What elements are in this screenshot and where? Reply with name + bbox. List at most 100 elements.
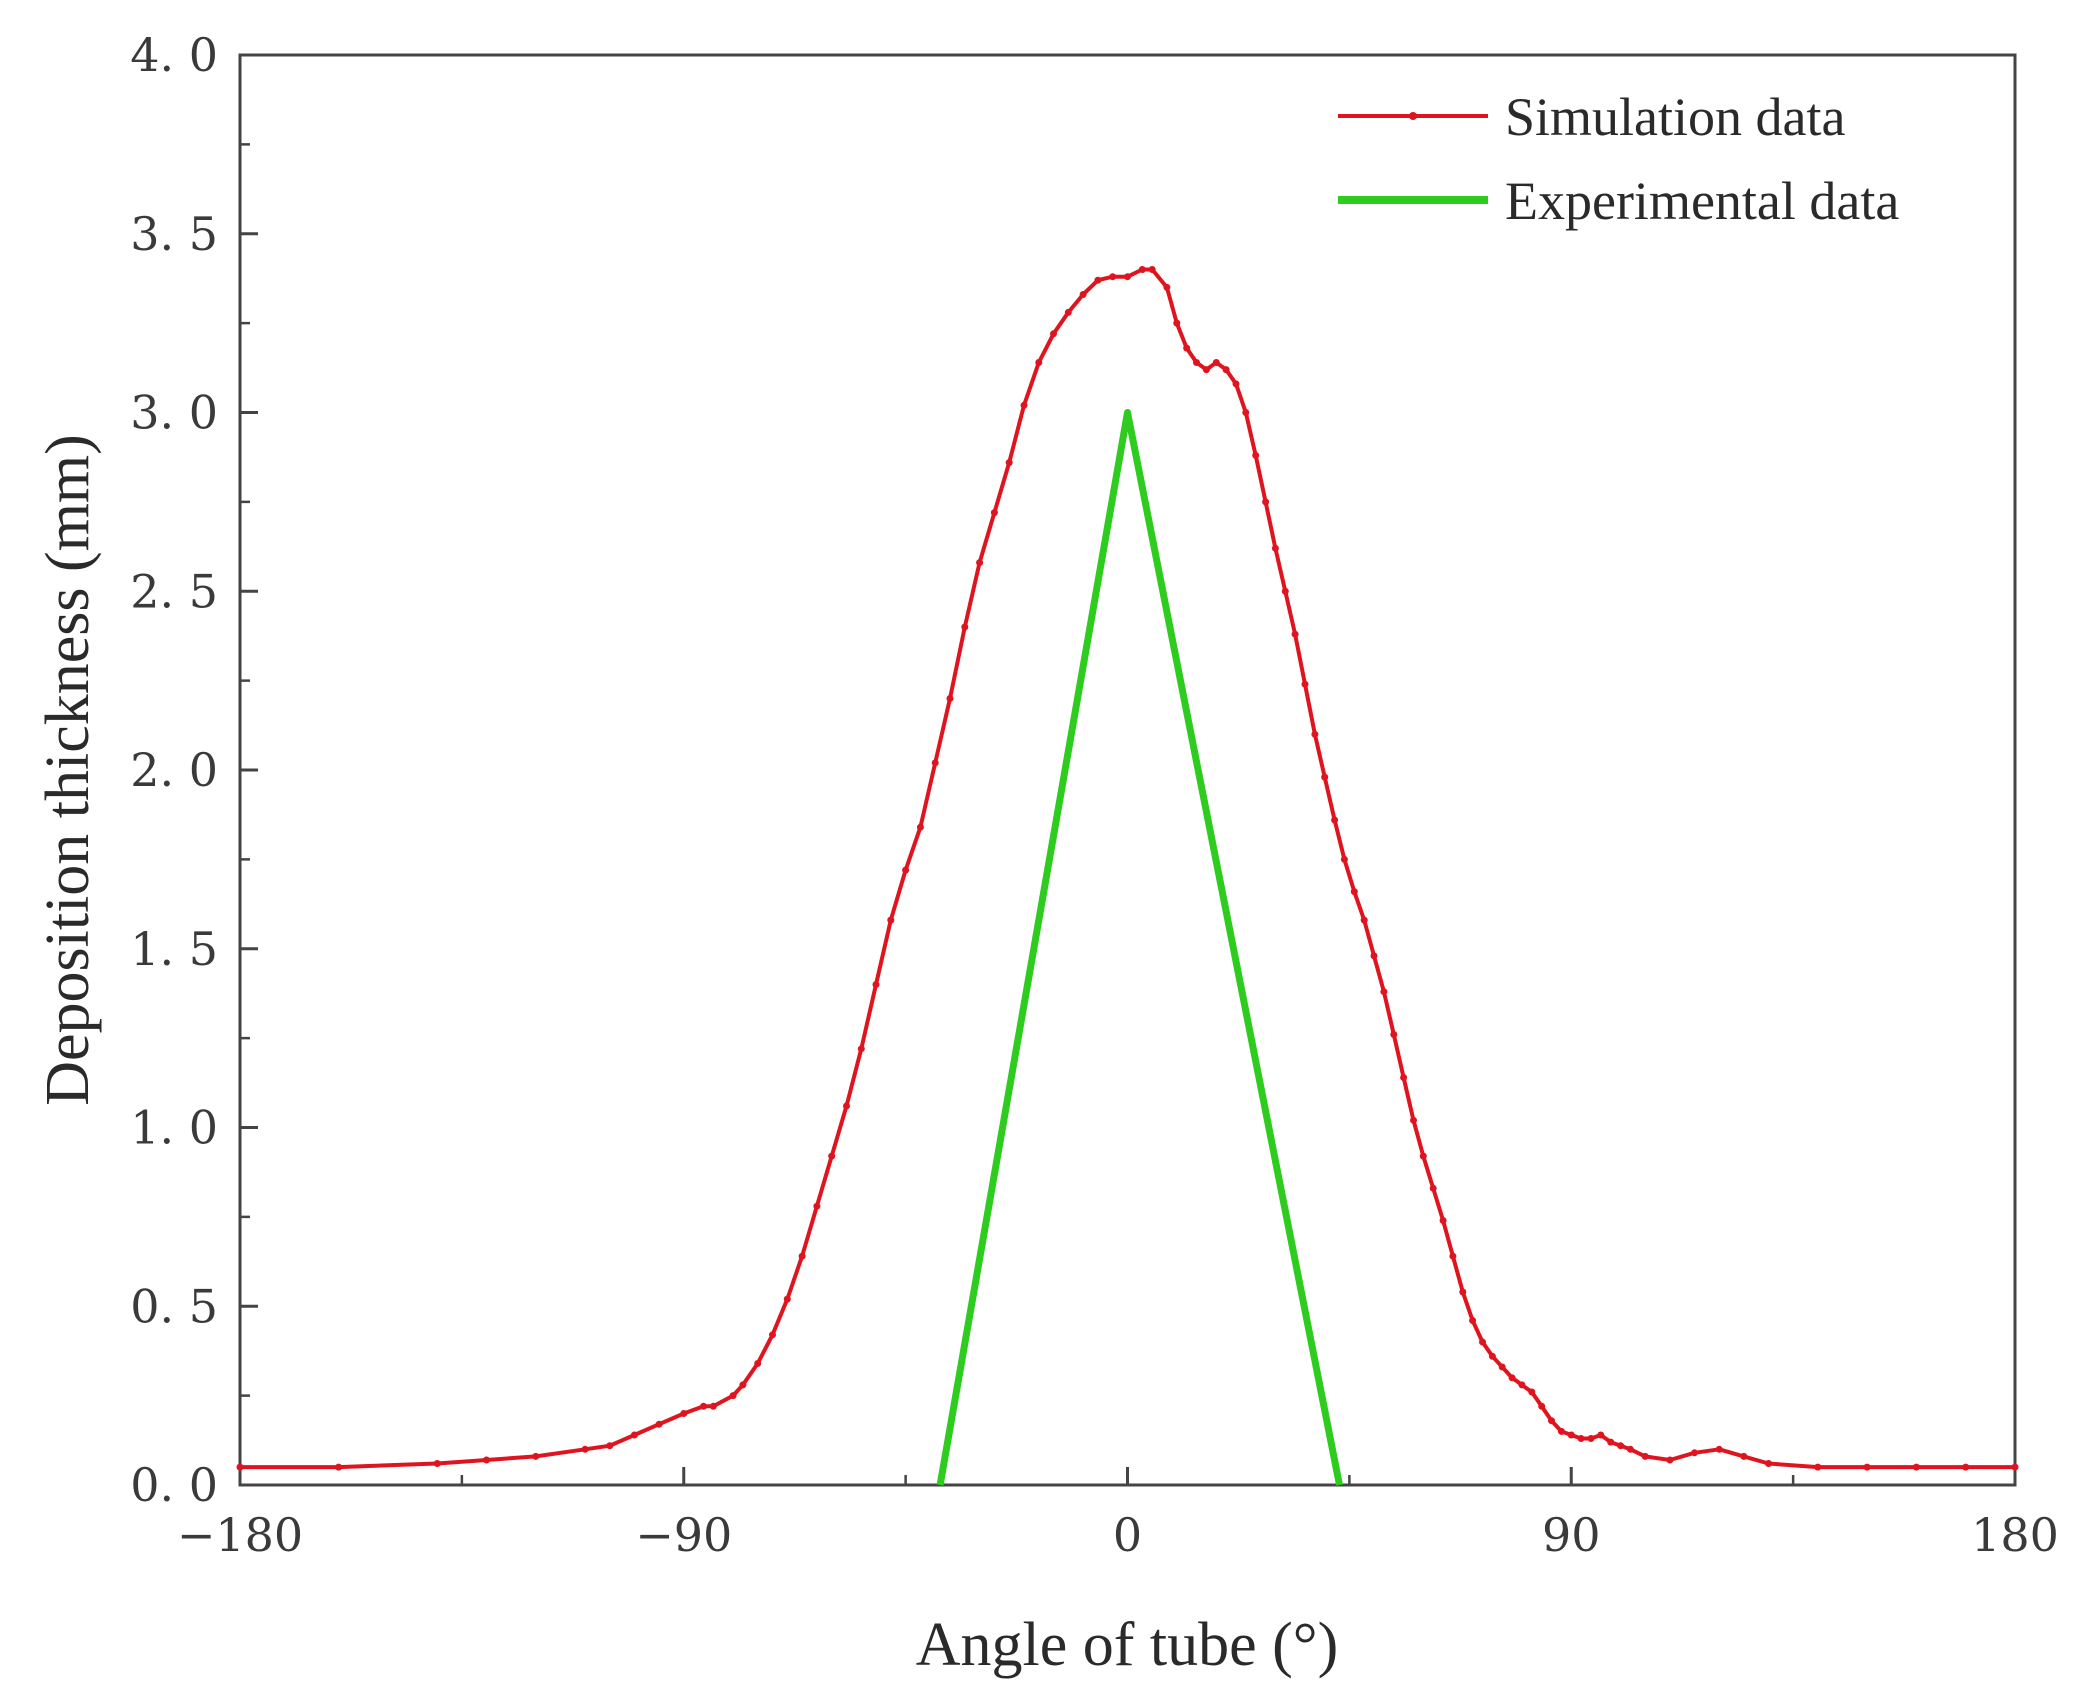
data-point-simulation-data bbox=[700, 1402, 707, 1410]
data-point-simulation-data bbox=[783, 1295, 791, 1303]
y-tick-label: 0. 5 bbox=[130, 1279, 218, 1333]
data-point-simulation-data bbox=[1193, 359, 1200, 366]
data-point-simulation-data bbox=[1641, 1452, 1649, 1460]
data-point-simulation-data bbox=[1814, 1463, 1822, 1471]
data-point-simulation-data bbox=[1626, 1445, 1634, 1453]
data-point-simulation-data bbox=[1035, 359, 1043, 366]
data-point-simulation-data bbox=[1597, 1431, 1605, 1439]
y-tick-label: 2. 5 bbox=[130, 564, 218, 618]
data-point-simulation-data bbox=[1508, 1374, 1516, 1382]
data-point-simulation-data bbox=[769, 1331, 776, 1339]
data-point-simulation-data bbox=[1518, 1381, 1526, 1389]
data-point-simulation-data bbox=[1281, 587, 1289, 595]
data-point-simulation-data bbox=[1449, 1252, 1457, 1260]
legend: Simulation data Experimental data bbox=[1338, 87, 1899, 231]
data-point-simulation-data bbox=[1370, 952, 1378, 960]
data-point-simulation-data bbox=[1109, 273, 1117, 281]
data-point-simulation-data bbox=[532, 1452, 540, 1460]
data-point-simulation-data bbox=[1469, 1317, 1477, 1324]
series-layer bbox=[236, 266, 2019, 1486]
data-point-simulation-data bbox=[729, 1392, 737, 1400]
data-point-simulation-data bbox=[1173, 319, 1181, 327]
data-point-simulation-data bbox=[1340, 855, 1348, 863]
data-point-simulation-data bbox=[1429, 1184, 1437, 1192]
data-point-simulation-data bbox=[1148, 266, 1156, 273]
data-point-simulation-data bbox=[946, 695, 954, 702]
data-point-simulation-data bbox=[1331, 816, 1339, 824]
data-point-simulation-data bbox=[1488, 1352, 1496, 1360]
data-point-simulation-data bbox=[1479, 1338, 1486, 1346]
data-point-simulation-data bbox=[1262, 498, 1270, 506]
data-point-simulation-data bbox=[1607, 1438, 1615, 1446]
data-point-simulation-data bbox=[1094, 276, 1102, 284]
y-tick-label: 0. 0 bbox=[130, 1458, 218, 1512]
data-point-simulation-data bbox=[1183, 344, 1191, 352]
data-point-simulation-data bbox=[1232, 380, 1240, 388]
data-point-simulation-data bbox=[1202, 366, 1210, 374]
data-point-simulation-data bbox=[857, 1045, 865, 1053]
data-point-simulation-data bbox=[236, 1463, 244, 1471]
data-point-simulation-data bbox=[1005, 459, 1013, 467]
data-point-simulation-data bbox=[739, 1381, 747, 1389]
data-point-simulation-data bbox=[483, 1456, 490, 1464]
y-axis-title: Deposition thickness (mm) bbox=[34, 434, 102, 1106]
data-point-simulation-data bbox=[887, 916, 895, 924]
data-point-simulation-data bbox=[843, 1102, 850, 1110]
data-point-simulation-data bbox=[916, 823, 924, 831]
data-point-simulation-data bbox=[680, 1410, 688, 1417]
data-point-simulation-data bbox=[872, 981, 880, 988]
data-point-simulation-data bbox=[1271, 544, 1279, 552]
data-point-simulation-data bbox=[606, 1442, 614, 1450]
data-point-simulation-data bbox=[1212, 359, 1220, 366]
data-point-simulation-data bbox=[1666, 1456, 1674, 1464]
data-point-simulation-data bbox=[1765, 1460, 1772, 1467]
x-axis-title: Angle of tube (°) bbox=[916, 1611, 1339, 1679]
data-point-simulation-data bbox=[433, 1460, 441, 1467]
data-point-simulation-data bbox=[1163, 283, 1171, 291]
series-line-experimental-data bbox=[936, 409, 1343, 1486]
data-point-simulation-data bbox=[1311, 730, 1319, 738]
data-point-simulation-data bbox=[1064, 308, 1072, 316]
data-point-simulation-data bbox=[1419, 1152, 1427, 1160]
data-point-simulation-data bbox=[1459, 1288, 1467, 1296]
y-tick-label: 3. 0 bbox=[130, 386, 218, 440]
data-point-simulation-data bbox=[1715, 1445, 1723, 1453]
x-tick-label: −180 bbox=[177, 1508, 303, 1562]
data-point-simulation-data bbox=[1079, 291, 1087, 298]
data-point-simulation-data bbox=[1050, 330, 1057, 338]
plot-area bbox=[238, 53, 2017, 1487]
data-point-simulation-data bbox=[1350, 888, 1358, 896]
data-point-simulation-data bbox=[1548, 1417, 1555, 1425]
x-tick-label: −90 bbox=[635, 1508, 732, 1562]
data-point-simulation-data bbox=[1528, 1388, 1536, 1396]
data-point-simulation-data bbox=[709, 1402, 717, 1410]
data-point-simulation-data bbox=[1242, 409, 1250, 416]
data-point-simulation-data bbox=[902, 866, 910, 874]
data-point-simulation-data bbox=[1740, 1452, 1748, 1460]
y-axis: 0. 0 0. 5 1. 0 1. 5 2. 0 2. 5 3. 0 3. 5 4. 0 bbox=[130, 28, 258, 1512]
data-point-simulation-data bbox=[1410, 1116, 1417, 1124]
data-point-simulation-data bbox=[1962, 1463, 1970, 1471]
data-point-simulation-data bbox=[1863, 1463, 1871, 1471]
data-point-simulation-data bbox=[1587, 1435, 1595, 1442]
data-point-simulation-data bbox=[655, 1420, 663, 1428]
data-point-simulation-data bbox=[1439, 1217, 1447, 1224]
data-point-simulation-data bbox=[1498, 1363, 1506, 1371]
data-point-simulation-data bbox=[990, 509, 998, 517]
data-point-simulation-data bbox=[1222, 366, 1230, 374]
x-tick-label: 0 bbox=[1113, 1508, 1142, 1562]
data-point-simulation-data bbox=[335, 1463, 343, 1471]
y-tick-label: 4. 0 bbox=[130, 28, 218, 82]
data-point-simulation-data bbox=[1321, 773, 1329, 781]
data-point-simulation-data bbox=[1691, 1449, 1698, 1457]
x-tick-label: 180 bbox=[1971, 1508, 2059, 1562]
data-point-simulation-data bbox=[1124, 273, 1131, 281]
data-point-simulation-data bbox=[828, 1152, 836, 1160]
data-point-simulation-data bbox=[1390, 1031, 1398, 1038]
data-point-simulation-data bbox=[1400, 1074, 1408, 1081]
data-point-simulation-data bbox=[1301, 680, 1309, 688]
y-tick-label: 3. 5 bbox=[130, 207, 218, 261]
data-point-simulation-data bbox=[1360, 916, 1368, 924]
x-axis: −180 −90 0 90 180 bbox=[177, 1467, 2059, 1562]
